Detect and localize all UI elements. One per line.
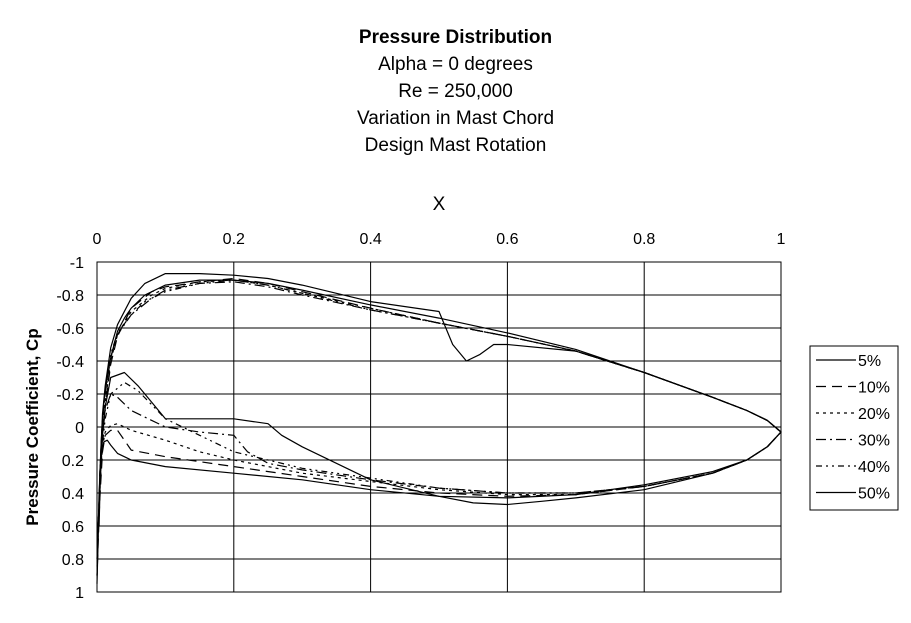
series-line-6 — [96, 273, 782, 584]
y-tick-label: 0 — [75, 420, 84, 437]
chart-title: Pressure Distribution — [358, 27, 553, 48]
y-tick-label: 0.8 — [62, 552, 84, 569]
y-tick-label: -0.6 — [56, 321, 84, 338]
y-tick-label: -0.4 — [56, 354, 84, 371]
legend-label: 30% — [858, 433, 890, 450]
y-tick-label: 0.2 — [62, 453, 84, 470]
series-lines — [96, 273, 782, 584]
chart-subtitle-alpha: Alpha = 0 degrees — [378, 54, 533, 75]
x-tick-label: 0.8 — [633, 231, 655, 248]
legend-label: 20% — [858, 406, 890, 423]
x-tick-label: 0.4 — [359, 231, 381, 248]
legend-label: 10% — [858, 380, 890, 397]
x-tick-label: 0 — [93, 231, 102, 248]
series-line-3 — [96, 279, 782, 568]
chart-subtitle-re: Re = 250,000 — [398, 81, 513, 102]
y-tick-label: -0.2 — [56, 387, 84, 404]
legend-box — [809, 345, 899, 511]
legend-label: 40% — [858, 459, 890, 476]
chart-subtitle-rotation: Design Mast Rotation — [364, 135, 547, 156]
y-axis-title: Pressure Coefficient, Cp — [23, 328, 42, 525]
x-tick-label: 1 — [777, 231, 786, 248]
chart-subtitle-variation: Variation in Mast Chord — [356, 108, 555, 129]
series-line-5 — [96, 279, 782, 560]
legend-label: 50% — [858, 486, 890, 503]
y-tick-label: -1 — [70, 255, 84, 272]
y-tick-label: 0.6 — [62, 519, 84, 536]
x-tick-label: 0.6 — [496, 231, 518, 248]
x-axis-title: X — [433, 194, 446, 215]
legend: 5% 10% 20% 30% 40% 50% — [809, 345, 899, 511]
y-tick-label: 1 — [75, 585, 84, 602]
series-line-4 — [96, 281, 782, 560]
y-tick-label: 0.4 — [62, 486, 84, 503]
plot-border — [96, 261, 782, 593]
y-tick-label: -0.8 — [56, 288, 84, 305]
legend-label: 5% — [858, 353, 881, 370]
chart-title-block: Pressure Distribution Alpha = 0 degrees … — [0, 24, 911, 159]
tick-labels: 0 0.2 0.4 0.6 0.8 1 -1 -0.8 -0.6 -0.4 -0.2 0 0.2 0.4 0… — [56, 231, 785, 602]
series-line-1 — [96, 279, 782, 576]
x-tick-label: 0.2 — [223, 231, 245, 248]
